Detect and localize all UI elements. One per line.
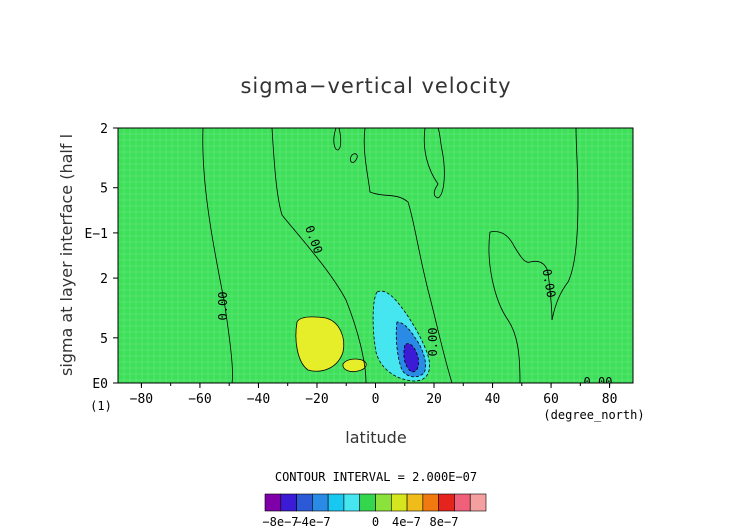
contour-label: 0.00 [216, 292, 230, 321]
y-tick-label: E0 [92, 377, 108, 392]
x-tick-label: 40 [485, 392, 501, 407]
y-tick-label: 2 [100, 122, 108, 137]
chart-title: sigma−vertical velocity [240, 74, 511, 98]
colorbar-swatch [390, 493, 408, 512]
plot-area: 0.00 0.00 0.00 0.00 0.00 [117, 127, 634, 389]
colorbar-swatch [296, 493, 313, 512]
colorbar-swatch [359, 493, 376, 512]
x-axis-unit: (degree_north) [543, 408, 644, 422]
colorbar-swatch [264, 493, 282, 512]
x-tick-label: 0 [372, 392, 380, 407]
positive-region-2 [342, 358, 367, 372]
x-axis: −80 −60 −40 −20 0 20 40 60 80 [130, 383, 618, 407]
colorbar-tick-label: −4e−7 [294, 515, 330, 529]
contour-label: 0.00 [426, 328, 440, 357]
y-tick-label: E−1 [85, 227, 108, 242]
colorbar-tick-label: −8e−7 [262, 515, 298, 529]
colorbar-swatch [406, 493, 424, 512]
x-tick-label: −60 [188, 392, 211, 407]
contour-fields: 0.00 0.00 0.00 0.00 0.00 [202, 128, 613, 389]
x-tick-label: 20 [426, 392, 442, 407]
colorbar-labels: −8e−7−4e−7 0 4e−7 8e−7 [262, 515, 458, 529]
colorbar-tick-label: 8e−7 [430, 515, 459, 529]
contour-interval-text: CONTOUR INTERVAL = 2.000E−07 [275, 470, 477, 484]
colorbar-swatch [375, 493, 392, 512]
x-axis-label: latitude [345, 428, 406, 447]
y-tick-label: 5 [100, 182, 108, 197]
y-tick-label: 2 [100, 272, 108, 287]
colorbar-swatch [343, 493, 361, 512]
contour-label: 0.00 [584, 375, 613, 389]
y-axis-unit: (1) [90, 399, 112, 413]
colorbar-swatch [438, 493, 455, 512]
x-tick-label: −80 [130, 392, 153, 407]
positive-region-1 [295, 316, 345, 372]
colorbar-tick-label: 0 [372, 515, 379, 529]
colorbar [264, 493, 487, 512]
x-tick-label: 80 [602, 392, 618, 407]
colorbar-swatch [422, 493, 439, 512]
colorbar-swatch [469, 493, 487, 512]
zero-contours [202, 128, 579, 383]
y-tick-label: 5 [100, 332, 108, 347]
x-tick-label: 60 [543, 392, 559, 407]
y-axis-label: sigma at layer interface (half l [57, 134, 76, 376]
x-tick-label: −20 [305, 392, 328, 407]
colorbar-tick-label: 4e−7 [392, 515, 421, 529]
y-axis: 2 5 E−1 2 5 E0 [85, 122, 118, 392]
colorbar-swatch [312, 493, 329, 512]
colorbar-swatch [327, 493, 345, 512]
x-tick-label: −40 [247, 392, 270, 407]
colorbar-swatch [454, 493, 471, 512]
contour-label: 0.00 [540, 268, 559, 299]
colorbar-swatch [280, 493, 297, 512]
negative-region-dark [403, 343, 419, 373]
